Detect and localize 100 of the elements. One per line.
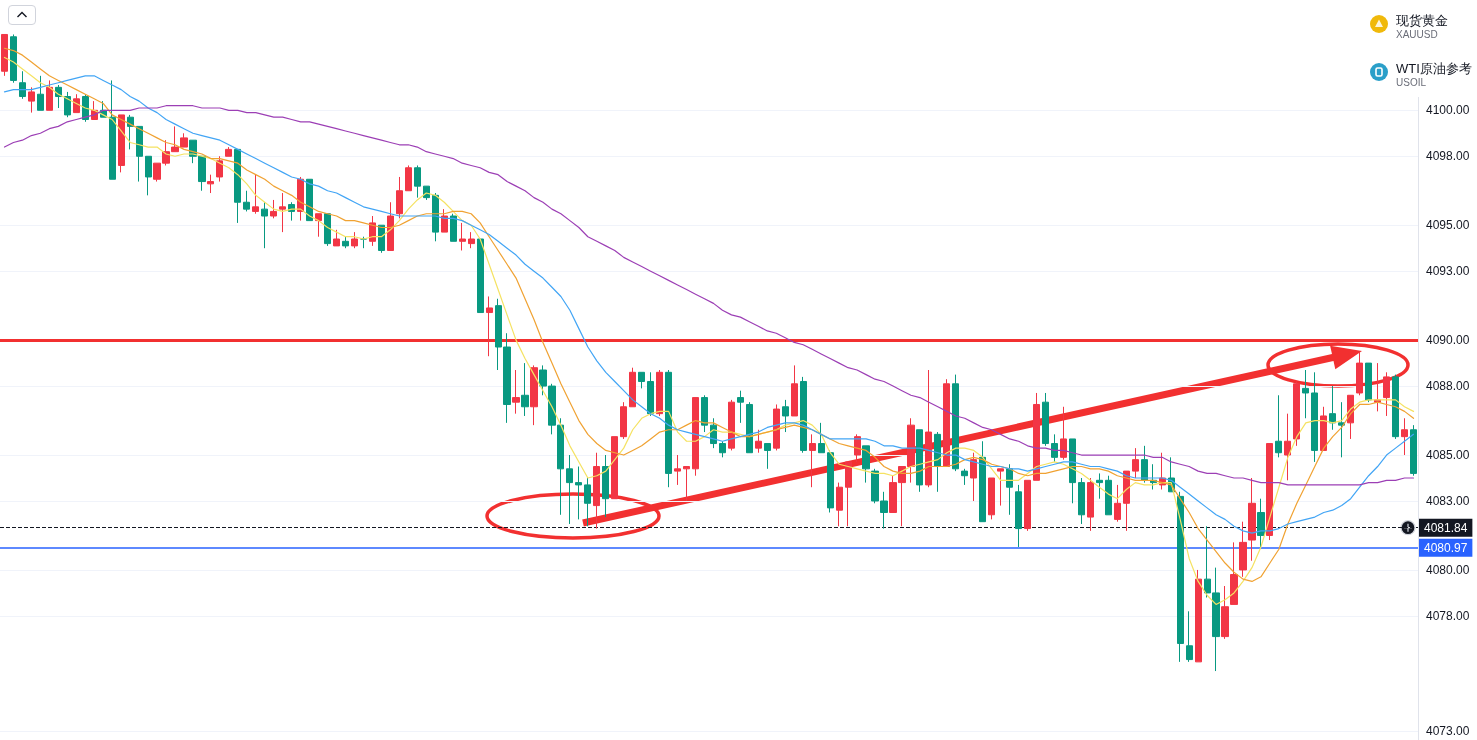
candlestick (1186, 610, 1193, 663)
candlestick (512, 369, 520, 415)
candlestick (719, 440, 726, 458)
candlestick (270, 199, 277, 219)
candlestick (37, 75, 44, 111)
candlestick (252, 174, 259, 215)
candlestick (279, 192, 286, 233)
candlestick (827, 449, 834, 513)
candlestick (602, 454, 609, 518)
y-tick-label: 4078.00 (1426, 608, 1470, 623)
candlestick (46, 79, 53, 111)
candlestick (791, 364, 798, 417)
candlestick (530, 364, 538, 426)
candlestick (1177, 491, 1184, 663)
candlestick (961, 468, 968, 486)
candlestick (818, 422, 825, 454)
candlestick (109, 79, 116, 180)
candlestick (1383, 371, 1390, 417)
candlestick (28, 86, 35, 114)
candlestick (477, 238, 484, 314)
candlestick (234, 148, 241, 224)
candlestick (674, 454, 681, 486)
candlestick (1320, 406, 1327, 451)
candlestick (1356, 351, 1363, 396)
candlestick (1239, 521, 1247, 578)
candlestick (1051, 433, 1058, 463)
candlestick (1275, 394, 1282, 458)
candlestick (728, 399, 735, 451)
candlestick (207, 174, 214, 194)
candlestick (459, 222, 466, 251)
candlestick (1230, 541, 1238, 605)
candlestick (378, 224, 385, 254)
candlestick (486, 295, 493, 357)
candlestick (809, 433, 816, 488)
candlestick (782, 399, 789, 433)
annotation: 现货黄金 (1396, 12, 1448, 30)
candlestick (800, 376, 807, 454)
ref-line-label: 4080.97 (1424, 540, 1468, 555)
y-tick-label: 4100.00 (1426, 103, 1470, 118)
candlestick (1024, 479, 1031, 532)
candlestick (180, 132, 188, 148)
candlestick (1015, 484, 1022, 548)
candlestick (943, 378, 950, 468)
candlestick (243, 190, 250, 212)
candlestick (315, 213, 322, 238)
line-series (3, 105, 1415, 486)
candlestick (916, 429, 923, 493)
candlestick (441, 208, 448, 233)
candlestick (997, 468, 1004, 507)
annotation: USOIL (1396, 77, 1427, 88)
candlestick (1311, 371, 1318, 463)
candlestick (64, 91, 71, 118)
candlestick (701, 394, 708, 433)
candlestick (468, 231, 475, 249)
candlestick (450, 213, 457, 242)
candlestick (683, 466, 690, 502)
candlestick (387, 201, 394, 251)
candlestick (405, 164, 412, 192)
candlestick (638, 371, 645, 389)
candlestick (1096, 472, 1103, 500)
candlestick (1284, 413, 1291, 481)
candlestick (1302, 369, 1309, 419)
candlestick (351, 231, 358, 249)
candlestick (1266, 443, 1273, 541)
candlestick (1105, 475, 1112, 516)
candlestick (19, 70, 26, 100)
candlestick (862, 445, 870, 484)
candlestick (952, 374, 959, 472)
candlestick (1338, 401, 1345, 458)
candlestick (845, 461, 852, 527)
annotation: XAUUSD (1396, 29, 1438, 40)
candlestick (261, 201, 268, 249)
candlestick (1374, 362, 1381, 412)
candlestick (692, 397, 699, 477)
candlestick (342, 236, 349, 249)
candlestick (1, 33, 8, 77)
candlestick (629, 367, 636, 408)
y-tick-label: 4083.00 (1426, 493, 1470, 508)
candlestick (1257, 498, 1265, 548)
candlestick (737, 390, 744, 424)
candlestick (1060, 406, 1067, 461)
candlestick (1248, 477, 1256, 562)
candlestick (584, 477, 591, 527)
candlestick (1221, 585, 1229, 640)
candlestick (1087, 477, 1094, 532)
y-tick-label: 4080.00 (1426, 562, 1470, 577)
candlestick (360, 236, 367, 249)
y-tick-label: 4085.00 (1426, 448, 1470, 463)
annotation: WTI原油参考 (1396, 60, 1472, 78)
candlestick (333, 229, 340, 247)
candlestick (145, 155, 152, 196)
y-tick-label: 4095.00 (1426, 218, 1470, 233)
candlestick (1006, 463, 1013, 516)
candlestick (306, 178, 313, 222)
candlestick (1410, 424, 1417, 477)
candlestick (1293, 380, 1300, 447)
y-tick-label: 4088.00 (1426, 379, 1470, 394)
candlestick (1195, 569, 1202, 663)
candlestick (1401, 417, 1408, 456)
candlestick (836, 482, 843, 527)
